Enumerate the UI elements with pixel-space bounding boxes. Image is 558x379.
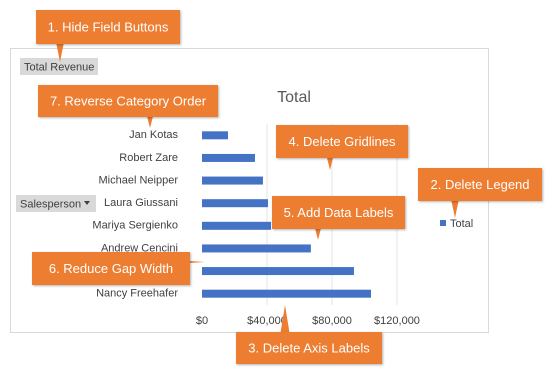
bar [202,199,268,208]
y-tick-label: Michael Neipper [99,174,179,186]
y-tick-label: Laura Giussani [104,197,178,209]
bar [202,289,371,298]
callout-box [272,196,405,229]
callout-text: 6. Reduce Gap Width [49,261,173,276]
callout-text: 5. Add Data Labels [284,205,394,220]
y-tick-label: Andrew Cencini [101,242,178,254]
x-tick-label: $80,000 [312,315,352,327]
callout-box [36,10,180,44]
legend-swatch [440,220,446,226]
bar [202,221,272,230]
bar [202,244,311,253]
y-tick-label: Jan Kotas [129,129,178,141]
y-tick-label: Mariya Sergienko [92,220,178,232]
y-tick-label: Robert Zare [119,152,178,164]
callout-text: 2. Delete Legend [430,177,529,192]
callout-box [418,168,542,201]
x-tick-label: $120,000 [374,315,420,327]
callout-box [276,125,408,158]
y-tick-label: Nancy Freehafer [96,288,178,300]
bar [202,267,354,276]
dropdown-arrow [84,201,90,205]
callout-text: 7. Reverse Category Order [50,93,207,108]
bar [202,131,228,140]
field-button [16,195,96,212]
callout-text: 3. Delete Axis Labels [248,340,370,355]
callout-text: 4. Delete Gridlines [289,134,396,149]
field-button-label: Salesperson [20,198,81,210]
callout-box [38,85,218,117]
callout-box [236,332,382,364]
callout-text: 1. Hide Field Buttons [48,19,169,34]
chart-title: Total [277,89,311,106]
callout-box [32,252,190,285]
legend-label: Total [450,218,473,230]
field-button-label: Total Revenue [24,61,94,73]
bar [202,153,255,162]
field-button [20,58,98,75]
bar [202,176,263,185]
x-tick-label: $0 [196,315,208,327]
x-tick-label: $40,000 [247,315,287,327]
